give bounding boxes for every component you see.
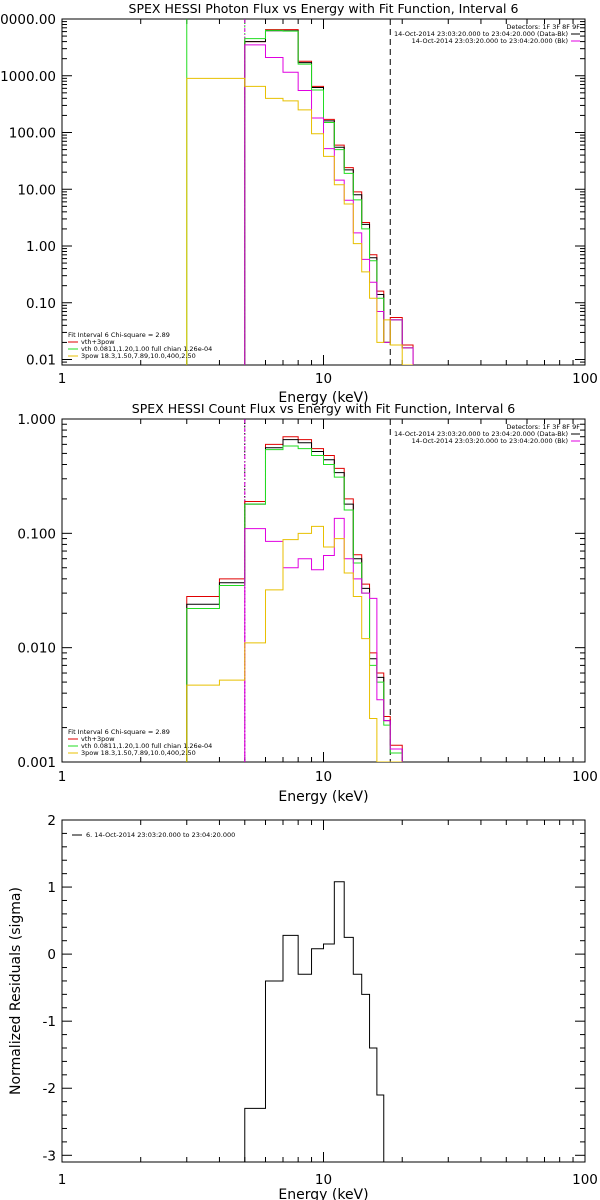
x-tick-label: 10 [315, 371, 332, 387]
plot-data [186, 419, 403, 762]
x-tick-label: 1 [58, 1172, 67, 1188]
y-axis-label: Normalized Residuals (sigma) [8, 887, 24, 1095]
x-tick-label: 10 [315, 769, 332, 785]
y-tick-label: 0.01 [26, 353, 56, 369]
x-axis-label: Energy (keV) [278, 390, 368, 406]
x-axis-label: Energy (keV) [278, 1187, 368, 1200]
legend-label-interval: 6. 14-Oct-2014 23:03:20.000 to 23:04:20.… [86, 831, 235, 839]
plot-data [244, 881, 391, 1162]
y-tick-label: 1.00 [26, 239, 56, 255]
y-tick-label: -3 [43, 1148, 56, 1164]
panel-3: 1 10 100 -3 -2 -1 0 1 2 Energy (keV) Normalized Re… [8, 813, 598, 1200]
legend-label-red: vth+3pow [81, 735, 115, 743]
y-tick-label: 1 [47, 880, 56, 896]
y-tick-label: 0000.00 [0, 12, 56, 28]
y-tick-label: 0.100 [17, 526, 56, 542]
y-tick-label: 2 [47, 813, 56, 829]
x-tick-label: 1 [58, 371, 67, 387]
series-red-step-line [244, 29, 414, 365]
y-tick-label: 1000.00 [0, 69, 56, 85]
x-tick-label: 10 [315, 1172, 332, 1188]
y-tick-label: 1.000 [17, 412, 56, 428]
y-tick-label: -1 [43, 1014, 56, 1030]
x-axis-label: Energy (keV) [278, 789, 368, 805]
legend-label-yellow: 3pow 18.3,1.50,7.89,10.0,400,2.50 [81, 749, 196, 757]
series-black-step-line [244, 30, 414, 365]
chart-title: SPEX HESSI Photon Flux vs Energy with Fi… [129, 1, 519, 16]
y-tick-label: 100.00 [9, 126, 56, 142]
y-tick-label: 0.001 [17, 755, 56, 771]
x-tick-label: 100 [572, 1172, 598, 1188]
series-magenta-step-line [244, 517, 403, 762]
series-black-step-line [244, 881, 391, 1162]
legend-bk-label: 14-Oct-2014 23:03:20.000 to 23:04:20.000… [412, 37, 568, 45]
series-yellow-step-line [186, 77, 414, 365]
series-magenta-step-line [244, 44, 414, 365]
y-tick-label: 0.010 [17, 641, 56, 657]
plot-frame [61, 18, 586, 366]
legend-fit-interval: Fit Interval 6 Chi-square = 2.89 [68, 728, 170, 736]
x-tick-label: 100 [572, 371, 598, 387]
legend-fit-interval: Fit Interval 6 Chi-square = 2.89 [68, 331, 170, 339]
legend-label-green: vth 0.0811,1.20,1.00 full chian 1.26e-04 [81, 345, 212, 353]
series-green-step-line [244, 29, 414, 365]
panel-2: SPEX HESSI Count Flux vs Energy with Fit… [17, 401, 598, 805]
x-tick-label: 1 [58, 769, 67, 785]
panel-1: SPEX HESSI Photon Flux vs Energy with Fi… [0, 1, 598, 406]
chart-title: SPEX HESSI Count Flux vs Energy with Fit… [132, 401, 515, 416]
legend-data-bk-label: 14-Oct-2014 23:03:20.000 to 23:04:20.000… [394, 430, 568, 438]
legend-detectors: Detectors: 1F 3F 8F 9F [506, 423, 580, 431]
legend-data-bk-label: 14-Oct-2014 23:03:20.000 to 23:04:20.000… [394, 30, 568, 38]
legend-label-green: vth 0.0811,1.20,1.00 full chian 1.26e-04 [81, 742, 212, 750]
y-tick-label: 0.10 [26, 296, 56, 312]
plot-frame [61, 819, 586, 1163]
legend-label-yellow: 3pow 18.3,1.50,7.89,10.0,400,2.50 [81, 352, 196, 360]
y-tick-label: -2 [43, 1081, 56, 1097]
y-tick-label: 0 [47, 947, 56, 963]
plot-frame [61, 418, 586, 763]
series-yellow-step-line [186, 525, 403, 762]
legend-label-red: vth+3pow [81, 338, 115, 346]
y-tick-label: 10.00 [17, 182, 56, 198]
plot-data [186, 19, 414, 365]
x-tick-label: 100 [572, 769, 598, 785]
legend-detectors: Detectors: 1F 3F 8F 9F [506, 23, 580, 31]
legend-bk-label: 14-Oct-2014 23:03:20.000 to 23:04:20.000… [412, 437, 568, 445]
series-green-step-line [186, 445, 403, 762]
